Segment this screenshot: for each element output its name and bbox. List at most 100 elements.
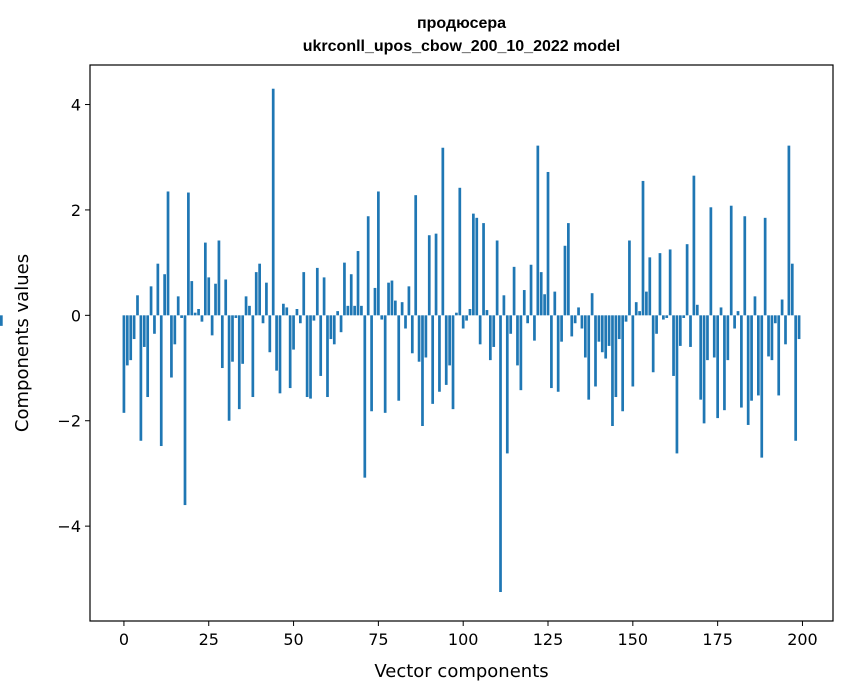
bar-142 — [604, 315, 608, 359]
bar-177 — [723, 315, 726, 411]
bar-0 — [122, 315, 126, 413]
bar-155 — [648, 257, 652, 316]
bar-180 — [733, 315, 736, 329]
bar-182 — [740, 315, 743, 408]
bar-12 — [163, 274, 166, 316]
bar-131 — [567, 223, 570, 316]
bar-15 — [173, 315, 177, 345]
bar-19 — [187, 192, 190, 316]
bar-64 — [339, 315, 343, 333]
bar-160 — [665, 315, 669, 318]
x-tick-label-200: 200 — [787, 630, 818, 649]
bar-196 — [787, 145, 791, 316]
bar-109 — [492, 315, 496, 347]
bar-146 — [617, 315, 621, 340]
bar-13 — [166, 191, 170, 316]
bar-26 — [210, 315, 214, 336]
bar-114 — [509, 315, 513, 334]
bar-139 — [594, 315, 597, 387]
x-tick-label-25: 25 — [199, 630, 219, 649]
bar-174 — [712, 315, 716, 358]
bar-119 — [526, 315, 530, 324]
bar-154 — [645, 291, 648, 316]
bar-42 — [265, 282, 268, 316]
bar-81 — [397, 315, 401, 401]
bar-147 — [621, 315, 625, 412]
bar-176 — [719, 307, 723, 316]
bar-143 — [607, 315, 611, 346]
bar-69 — [356, 251, 360, 316]
bar-148 — [624, 315, 628, 322]
bar-107 — [485, 310, 489, 316]
bar-1 — [125, 315, 129, 366]
bar-59 — [322, 277, 326, 316]
bar-108 — [488, 315, 492, 361]
bar-54 — [305, 315, 309, 398]
bar-53 — [302, 272, 306, 316]
bar-101 — [465, 315, 468, 321]
bar-11 — [159, 315, 163, 447]
bar-10 — [156, 263, 160, 316]
bar-32 — [231, 315, 234, 362]
bar-137 — [587, 315, 591, 400]
bar-195 — [784, 315, 787, 345]
bar-194 — [780, 299, 784, 316]
bar-185 — [750, 315, 753, 401]
bar-163 — [675, 315, 679, 454]
bar-18 — [183, 315, 187, 506]
bar-120 — [529, 264, 533, 316]
bar-136 — [583, 315, 587, 358]
bar-3 — [132, 315, 136, 340]
bar-39 — [254, 272, 258, 316]
bar-157 — [655, 315, 658, 334]
bar-73 — [370, 315, 373, 412]
bar-74 — [373, 287, 377, 316]
bar-7 — [146, 315, 150, 398]
bar-51 — [295, 309, 299, 316]
bar-92 — [434, 233, 438, 316]
bar-192 — [773, 315, 777, 324]
bar-6 — [142, 315, 146, 347]
bar-156 — [651, 315, 655, 373]
bar-97 — [451, 315, 455, 410]
x-axis-label: Vector components — [374, 661, 548, 682]
bar-129 — [560, 315, 563, 342]
bar-43 — [268, 315, 272, 353]
x-axis-ticks: 0 25 50 75 100 125 150 175 200 — [119, 621, 818, 649]
bar-45 — [275, 315, 278, 371]
bar-99 — [458, 187, 462, 316]
bar-135 — [580, 315, 584, 329]
bar-150 — [631, 315, 635, 387]
bar-28 — [217, 240, 221, 316]
bar-98 — [455, 312, 458, 316]
x-tick-label-0: 0 — [119, 630, 129, 649]
bar-17 — [180, 315, 183, 318]
bar-46 — [278, 315, 282, 394]
bar-184 — [746, 315, 750, 425]
bar-122 — [536, 145, 540, 316]
bar-29 — [220, 315, 224, 369]
bar-149 — [628, 240, 631, 316]
bar-50 — [292, 315, 295, 350]
bar-31 — [227, 315, 231, 421]
bar-52 — [298, 315, 302, 324]
bar-78 — [387, 282, 390, 316]
x-tick-label-100: 100 — [448, 630, 479, 649]
bar-22 — [197, 309, 200, 316]
bar-100 — [461, 315, 465, 329]
bar-128 — [556, 315, 560, 392]
bar-153 — [641, 180, 645, 316]
chart-title-line-2: ukrconll_upos_cbow_200_10_2022 model — [303, 38, 620, 55]
bar-179 — [729, 205, 733, 316]
bar-166 — [685, 244, 689, 316]
bar-91 — [431, 315, 435, 404]
bar-66 — [346, 305, 350, 316]
bar-115 — [512, 266, 516, 316]
bar-126 — [550, 315, 553, 389]
bar-168 — [692, 175, 696, 316]
bar-175 — [716, 315, 719, 419]
bar-111 — [499, 315, 502, 593]
bar-80 — [393, 300, 397, 316]
bar-164 — [678, 315, 682, 346]
